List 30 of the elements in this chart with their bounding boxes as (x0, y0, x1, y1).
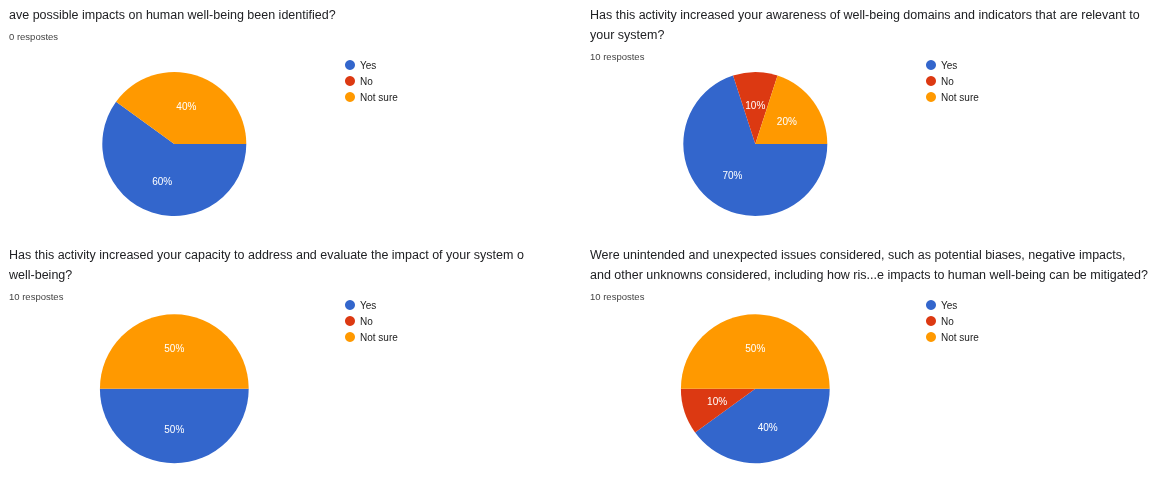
legend-label: No (360, 315, 374, 327)
data-label: 40% (176, 101, 197, 113)
data-label: 50% (745, 343, 766, 355)
chart-subtitle: 0 respostes (9, 30, 59, 42)
data-label: 40% (757, 421, 778, 433)
data-label: 10% (707, 395, 728, 407)
legend-label: Not sure (360, 91, 399, 103)
chart-title: Were unintended and unexpected issues considered, such as potential biases, negative impacts, and other unknowns considered, including how ris...e impacts to human well-being can be mitigated? (590, 248, 1149, 282)
data-label: 50% (164, 423, 185, 435)
chart-subtitle: 10 respostes (9, 290, 64, 302)
legend-label: Not sure (360, 331, 399, 343)
legend-label: No (941, 75, 955, 87)
legend-label: Yes (941, 59, 958, 71)
legend-label: Not sure (941, 91, 980, 103)
legend-label: Yes (360, 59, 377, 71)
chart-title: Has this activity increased your capacity to address and evaluate the impact of your system o well-being? (8, 248, 528, 282)
legend-label: Yes (360, 299, 377, 311)
data-label: 10% (745, 99, 766, 111)
data-label: 20% (776, 115, 797, 127)
legend-label: Yes (941, 299, 958, 311)
chart-subtitle: 10 respostes (590, 50, 645, 62)
legend-label: Not sure (941, 331, 980, 343)
chart-subtitle: 10 respostes (590, 290, 645, 302)
legend-label: No (941, 315, 955, 327)
chart-title: ave possible impacts on human well-being been identified? (9, 8, 336, 22)
chart-title: Has this activity increased your awareness of well-being domains and indicators that are relevant to your system? (590, 8, 1144, 42)
data-label: 70% (722, 170, 743, 182)
data-label: 60% (152, 175, 173, 187)
data-label: 50% (164, 343, 185, 355)
legend-label: No (360, 75, 374, 87)
